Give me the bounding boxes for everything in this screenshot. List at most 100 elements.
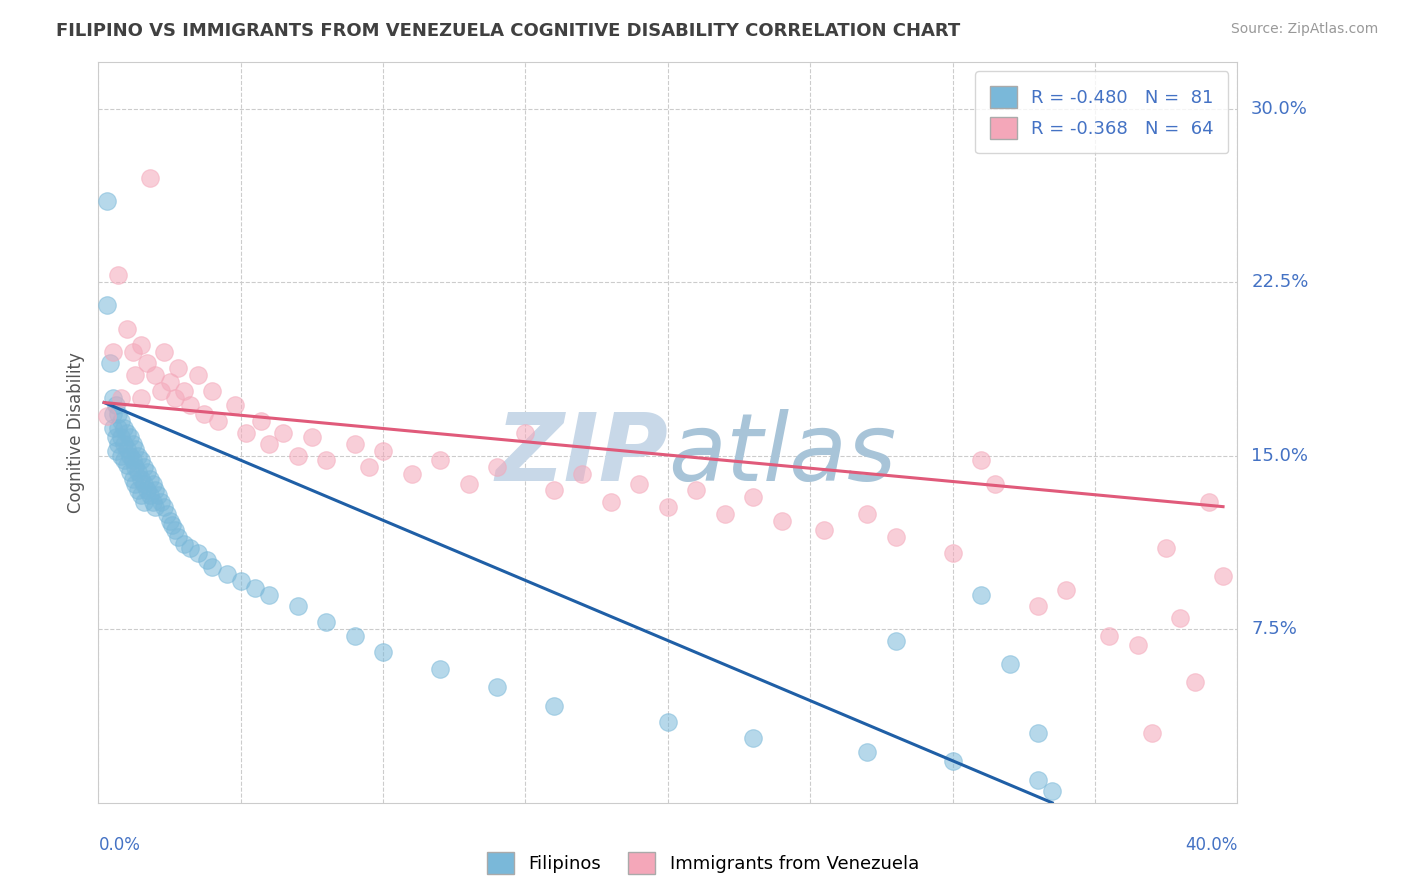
Point xyxy=(141,495,163,509)
Point xyxy=(165,523,187,537)
Point xyxy=(96,298,118,312)
Point xyxy=(167,360,190,375)
Point xyxy=(970,588,993,602)
Point xyxy=(287,449,309,463)
Point xyxy=(1098,629,1121,643)
Point xyxy=(132,495,155,509)
Point xyxy=(118,465,141,479)
Point xyxy=(112,421,135,435)
Point xyxy=(150,495,173,509)
Point xyxy=(742,491,765,505)
Point xyxy=(315,453,337,467)
Text: ZIP: ZIP xyxy=(495,409,668,500)
Point xyxy=(173,384,195,398)
Point xyxy=(124,442,146,456)
Text: Source: ZipAtlas.com: Source: ZipAtlas.com xyxy=(1230,22,1378,37)
Point xyxy=(101,407,124,421)
Point xyxy=(1026,772,1049,787)
Point xyxy=(515,425,537,440)
Point xyxy=(150,384,173,398)
Point xyxy=(224,398,246,412)
Point xyxy=(207,414,229,428)
Point xyxy=(1026,726,1049,740)
Point xyxy=(179,541,201,556)
Point xyxy=(115,425,138,440)
Point xyxy=(145,500,167,514)
Point xyxy=(112,453,135,467)
Point xyxy=(657,500,679,514)
Point xyxy=(884,530,907,544)
Point xyxy=(187,368,209,382)
Point xyxy=(110,391,132,405)
Point xyxy=(187,546,209,560)
Point xyxy=(127,465,149,479)
Point xyxy=(148,488,170,502)
Point xyxy=(145,483,167,498)
Y-axis label: Cognitive Disability: Cognitive Disability xyxy=(66,352,84,513)
Point xyxy=(129,488,152,502)
Point xyxy=(373,645,395,659)
Point xyxy=(1026,599,1049,614)
Point xyxy=(104,430,127,444)
Point xyxy=(107,268,129,283)
Point xyxy=(165,391,187,405)
Point xyxy=(118,449,141,463)
Point xyxy=(173,536,195,550)
Point xyxy=(135,483,157,498)
Point xyxy=(124,460,146,475)
Point xyxy=(770,514,793,528)
Point xyxy=(970,453,993,467)
Point xyxy=(141,476,163,491)
Point xyxy=(357,460,380,475)
Point xyxy=(401,467,423,482)
Point xyxy=(129,391,152,405)
Point xyxy=(657,714,679,729)
Point xyxy=(1154,541,1177,556)
Point xyxy=(193,407,215,421)
Point xyxy=(259,437,281,451)
Point xyxy=(138,472,160,486)
Point xyxy=(1056,582,1078,597)
Point xyxy=(107,437,129,451)
Point xyxy=(156,507,179,521)
Point xyxy=(942,754,965,768)
Legend: Filipinos, Immigrants from Venezuela: Filipinos, Immigrants from Venezuela xyxy=(479,845,927,881)
Point xyxy=(429,662,451,676)
Point xyxy=(249,414,271,428)
Text: 22.5%: 22.5% xyxy=(1251,273,1309,291)
Point xyxy=(315,615,337,630)
Point xyxy=(742,731,765,745)
Point xyxy=(486,460,509,475)
Point xyxy=(96,194,118,209)
Point xyxy=(162,518,184,533)
Point xyxy=(543,698,565,713)
Point xyxy=(132,460,155,475)
Point xyxy=(195,553,218,567)
Point xyxy=(273,425,295,440)
Point xyxy=(813,523,835,537)
Point xyxy=(373,444,395,458)
Text: 0.0%: 0.0% xyxy=(98,836,141,855)
Point xyxy=(1126,639,1149,653)
Text: atlas: atlas xyxy=(668,409,896,500)
Point xyxy=(884,633,907,648)
Legend: R = -0.480   N =  81, R = -0.368   N =  64: R = -0.480 N = 81, R = -0.368 N = 64 xyxy=(976,71,1229,153)
Point xyxy=(121,472,143,486)
Point xyxy=(104,444,127,458)
Text: 7.5%: 7.5% xyxy=(1251,620,1298,639)
Point xyxy=(343,437,366,451)
Point xyxy=(127,449,149,463)
Point xyxy=(201,384,224,398)
Text: FILIPINO VS IMMIGRANTS FROM VENEZUELA COGNITIVE DISABILITY CORRELATION CHART: FILIPINO VS IMMIGRANTS FROM VENEZUELA CO… xyxy=(56,22,960,40)
Point xyxy=(343,629,366,643)
Point xyxy=(179,398,201,412)
Point xyxy=(110,449,132,463)
Point xyxy=(138,488,160,502)
Point xyxy=(115,442,138,456)
Point xyxy=(110,414,132,428)
Point xyxy=(129,472,152,486)
Point xyxy=(1212,569,1234,583)
Point xyxy=(1170,610,1192,624)
Point xyxy=(600,495,623,509)
Point xyxy=(153,344,176,359)
